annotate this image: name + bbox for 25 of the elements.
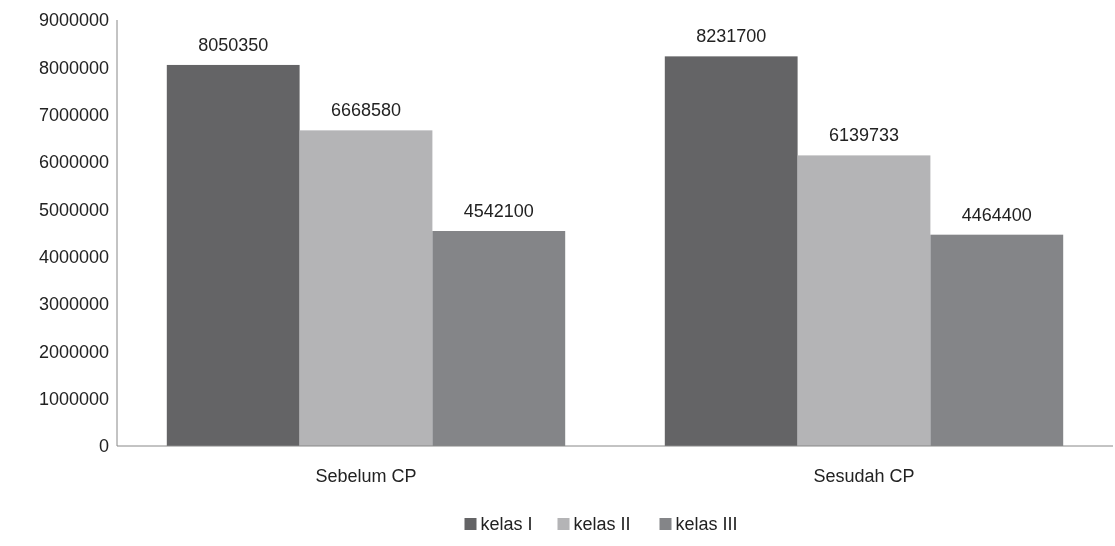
y-tick-label: 2000000: [38, 341, 109, 362]
data-label: 6668580: [330, 100, 402, 121]
bar: [299, 130, 433, 446]
data-label: 8050350: [198, 34, 269, 55]
y-tick-label: 4000000: [38, 246, 109, 267]
y-tick-label: 1000000: [38, 388, 109, 409]
data-label: 4542100: [463, 201, 534, 222]
y-tick-label: 9000000: [38, 10, 109, 31]
x-tick-label: Sebelum CP: [315, 466, 417, 486]
legend-label: kelas III: [675, 514, 738, 535]
y-tick-label: 5000000: [38, 199, 109, 220]
data-label: 4464400: [961, 204, 1032, 225]
bar: [664, 56, 798, 446]
y-tick-label: 0: [98, 436, 109, 457]
data-label: 8231700: [696, 26, 767, 47]
bar: [166, 64, 300, 446]
y-tick-label: 6000000: [38, 152, 109, 173]
bar: [797, 155, 931, 446]
y-tick-label: 7000000: [38, 104, 109, 125]
legend-label: kelas I: [480, 514, 533, 535]
legend-label: kelas II: [573, 514, 631, 535]
x-tick-label: Sesudah CP: [813, 466, 915, 486]
data-label: 6139733: [828, 125, 900, 146]
y-tick-label: 3000000: [38, 294, 109, 315]
y-tick-label: 8000000: [38, 57, 109, 78]
